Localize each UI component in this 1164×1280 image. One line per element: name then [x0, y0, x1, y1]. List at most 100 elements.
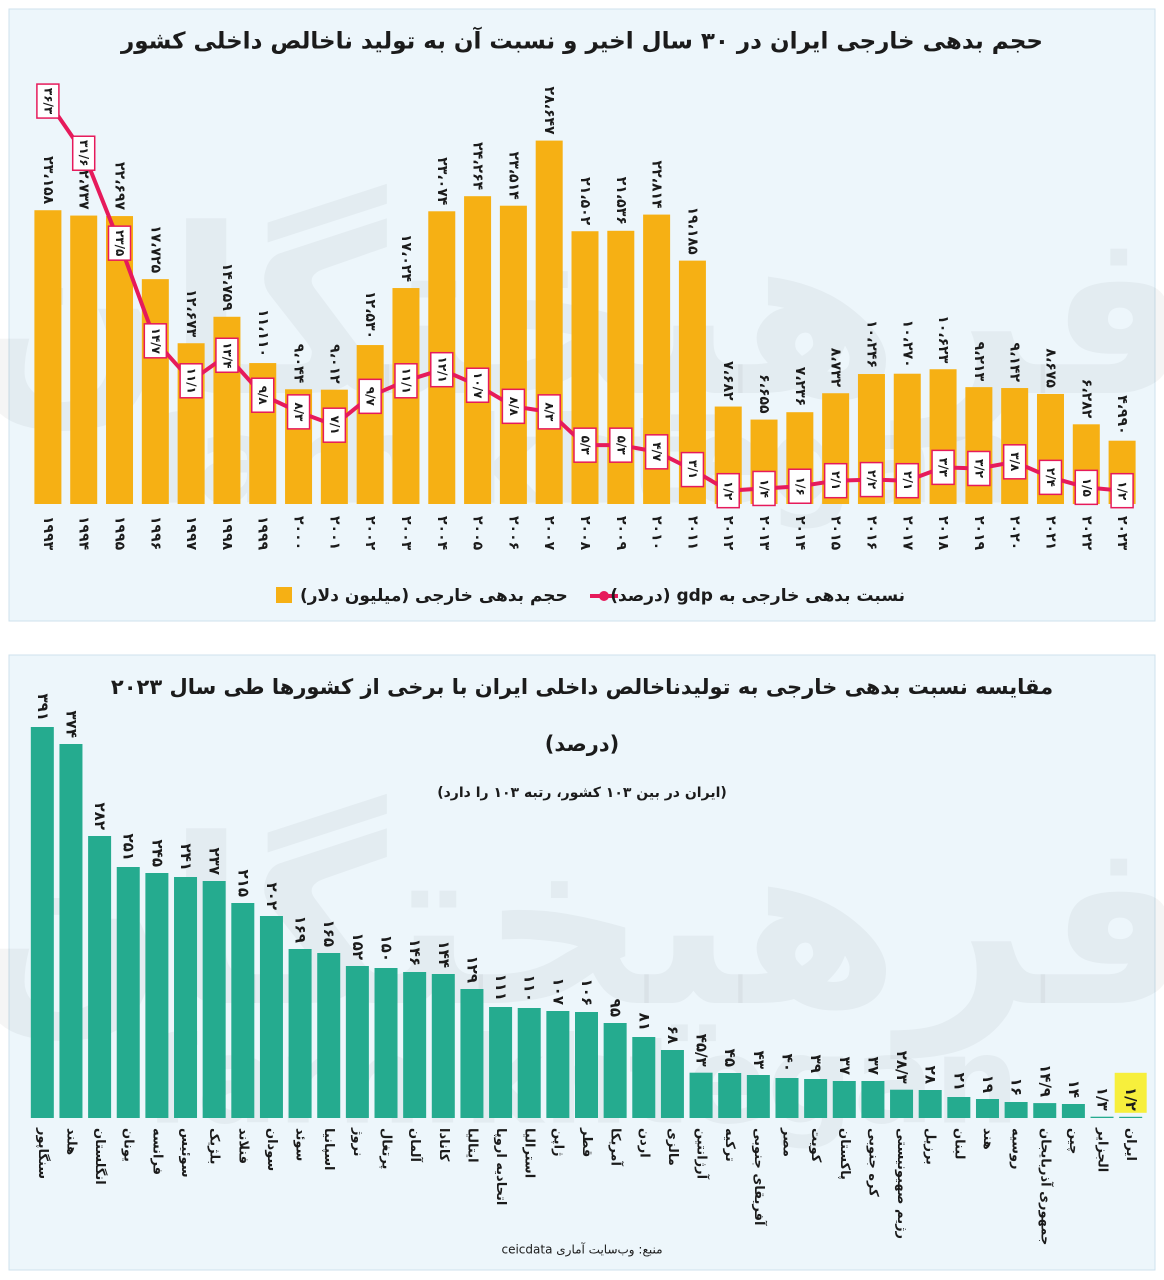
x-tick-label: ۱۹۹۶: [147, 516, 163, 550]
line-point-box: [931, 449, 955, 486]
line-point-box: [143, 323, 168, 359]
bar: [317, 953, 341, 1118]
bar-value-label: ۱۰،۲۴۶: [863, 320, 879, 368]
bar: [288, 949, 312, 1118]
line-value-label: ۳۶/۳: [41, 88, 55, 115]
bar: [546, 1011, 570, 1118]
x-tick-label: فرانسه: [149, 1128, 164, 1175]
line-value-label: ۸/۳: [292, 402, 306, 422]
line-point-box: [609, 427, 633, 463]
x-tick-label: آرژانتین: [694, 1128, 711, 1180]
line-point-box: [179, 363, 203, 399]
bar-value-label: ۱۹،۱۸۵: [684, 207, 700, 255]
x-tick-label: ۲۰۰۱: [326, 516, 342, 550]
x-tick-label: بلژیک: [207, 1128, 222, 1164]
chart-note: (ایران در بین ۱۰۳ کشور، رتبه ۱۰۳ را دارد…: [437, 785, 727, 801]
panel-2: [8, 654, 1156, 1271]
bar-value-label: ۱/۲: [1122, 1087, 1140, 1111]
bar: [1090, 1116, 1114, 1118]
bar: [571, 231, 599, 505]
bar: [517, 1008, 541, 1118]
x-tick-label: اردن: [636, 1128, 651, 1158]
line-value-label: ۲/۲: [865, 470, 879, 490]
x-tick-label: استرالیا: [522, 1128, 537, 1178]
bar-value-label: ۱۴: [1065, 1080, 1083, 1098]
bar: [1033, 1103, 1057, 1118]
line-value-label: ۱۲/۱: [435, 357, 449, 383]
bar: [1119, 1116, 1143, 1118]
line-value-label: ۳۱/۶: [77, 140, 91, 166]
bar-value-label: ۲۳،۵۱۴: [505, 152, 521, 200]
x-tick-label: ایران: [1123, 1128, 1138, 1161]
bar: [145, 873, 169, 1118]
x-tick-label: ۲۰۱۶: [863, 516, 879, 550]
bar: [231, 903, 255, 1118]
x-tick-label: ترکیه: [722, 1128, 737, 1162]
bar: [30, 727, 54, 1118]
source: منبع: وب‌سایت آماری ceicdata: [501, 1242, 662, 1258]
bar-value-label: ۱۰۶: [578, 979, 596, 1006]
line-point-box: [895, 462, 920, 499]
x-tick-label: برزیل: [923, 1128, 938, 1165]
x-tick-label: فنلاند: [235, 1128, 250, 1164]
line-point-box: [250, 377, 275, 413]
line-point-box: [322, 407, 347, 443]
line-value-label: ۱/۵: [1080, 478, 1094, 497]
x-tick-label: هلند: [63, 1128, 78, 1155]
line-point-box: [716, 472, 740, 509]
bar-value-label: ۱/۳: [1094, 1087, 1112, 1111]
bar: [965, 387, 993, 504]
bar-value-label: ۱۶: [1008, 1078, 1026, 1096]
x-tick-label: مالزی: [665, 1128, 680, 1166]
line-value-label: ۱۱/۱: [185, 368, 199, 394]
line-value-label: ۸/۳: [543, 402, 557, 422]
x-tick-label: قطر: [579, 1127, 594, 1157]
x-tick-label: ۲۰۲۱: [1042, 516, 1058, 550]
line-point-box: [573, 427, 597, 463]
x-tick-label: لبنان: [951, 1128, 966, 1159]
bar-value-label: ۲۱: [950, 1073, 968, 1091]
x-tick-label: اسپانیا: [321, 1128, 336, 1171]
line-value-label: ۷/۱: [328, 416, 342, 435]
bar-value-label: ۱۱،۱۱۰: [255, 309, 271, 357]
line-point-box: [358, 378, 382, 415]
legend-swatch: [276, 587, 292, 603]
bar-value-label: ۳۹: [807, 1055, 825, 1073]
bar-value-label: ۱۶۵: [320, 920, 338, 947]
bar: [499, 205, 527, 504]
bar: [832, 1081, 856, 1118]
line-value-label: ۲/۴: [1044, 468, 1058, 487]
bar-value-label: ۱۴،۷۵۹: [219, 263, 235, 311]
x-tick-label: ۱۹۹۵: [112, 516, 128, 551]
line-point-box: [823, 462, 848, 499]
bar-value-label: ۲۱،۵۰۲: [577, 177, 593, 225]
x-tick-label: ۲۰۱۳: [756, 516, 772, 551]
bar-value-label: ۱۴۴: [435, 941, 453, 968]
bar-value-label: ۲۳،۰۷۴: [434, 157, 450, 205]
x-tick-label: اتحادیه اروپا: [493, 1128, 508, 1205]
x-tick-label: نروژ: [350, 1127, 365, 1157]
bar-value-label: ۷،۲۳۶: [792, 367, 808, 407]
bar-value-label: ۲۳۷: [206, 848, 224, 875]
legend-label: حجم بدهی خارجی (میلیون دلار): [300, 586, 568, 606]
x-tick-label: ۲۰۰۳: [398, 516, 414, 551]
bar: [259, 916, 283, 1118]
x-tick-label: ۲۰۱۷: [899, 516, 915, 551]
bar: [374, 968, 398, 1118]
line-value-label: ۱۴/۷: [149, 328, 163, 355]
chart-title: مقایسه نسبت بدهی خارجی به تولیدناخالص دا…: [111, 675, 1053, 699]
bar-value-label: ۲۲،۶۹۷: [112, 162, 128, 210]
line-point-box: [286, 394, 311, 430]
line-point-box: [1110, 472, 1134, 509]
bar-value-label: ۸،۶۷۵: [1042, 348, 1058, 388]
bar-value-label: ۲۸،۶۴۷: [541, 87, 557, 135]
line-point-box: [215, 337, 239, 374]
bar: [116, 867, 140, 1118]
bar: [804, 1079, 828, 1118]
line-point-box: [501, 388, 526, 425]
x-tick-label: ۲۰۰۹: [613, 516, 629, 551]
bar: [1061, 1104, 1085, 1118]
bar: [70, 215, 98, 504]
x-tick-label: ۲۰۱۲: [720, 516, 736, 551]
line-point-box: [967, 450, 991, 487]
